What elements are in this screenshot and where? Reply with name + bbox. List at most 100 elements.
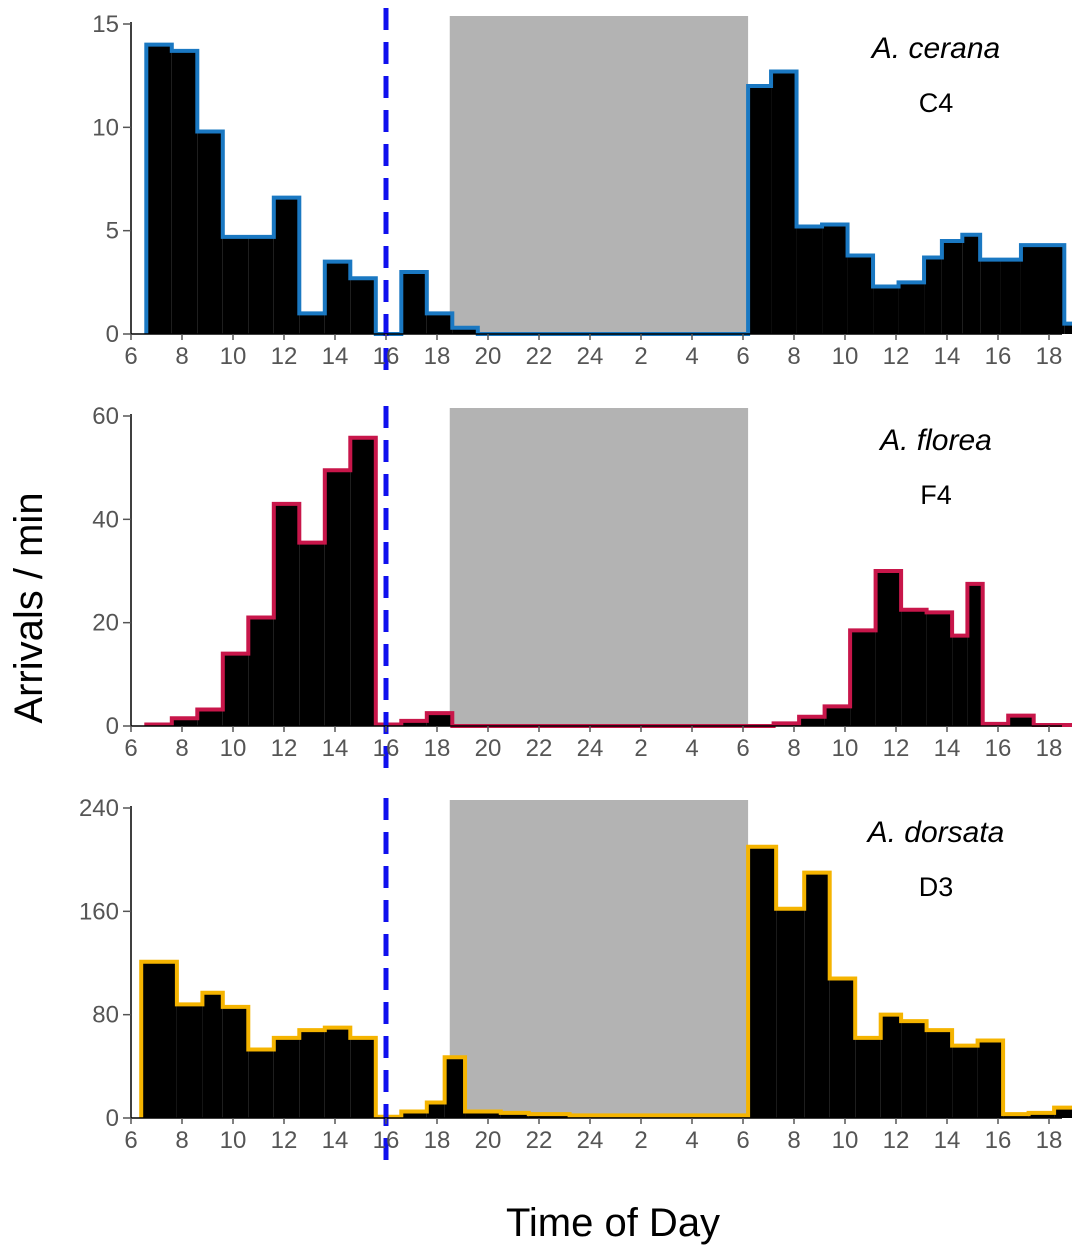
- y-tick-label: 0: [106, 713, 119, 740]
- x-tick-label: 24: [577, 343, 604, 370]
- x-axis-title: Time of Day: [506, 1201, 720, 1245]
- histogram-bar: [1000, 259, 1021, 334]
- histogram-bar: [799, 716, 825, 726]
- histogram-bar: [926, 1030, 953, 1118]
- histogram-bar: [875, 571, 902, 726]
- x-tick-label: 12: [271, 735, 298, 762]
- x-tick-label: 8: [787, 735, 800, 762]
- x-tick-label: 2: [634, 1127, 647, 1154]
- x-tick-label: 16: [985, 735, 1012, 762]
- x-tick-label: 12: [883, 1127, 910, 1154]
- x-tick-label: 22: [526, 735, 553, 762]
- histogram-bar: [197, 709, 223, 726]
- x-tick-label: 18: [1036, 343, 1063, 370]
- histogram-bar: [824, 706, 851, 726]
- histogram-bar: [901, 1021, 927, 1118]
- x-tick-label: 6: [124, 343, 137, 370]
- histogram-bar: [324, 470, 351, 726]
- x-tick-label: 10: [220, 1127, 247, 1154]
- y-tick-label: 20: [92, 610, 119, 637]
- x-tick-label: 22: [526, 343, 553, 370]
- x-tick-label: 14: [322, 1127, 349, 1154]
- histogram-bar: [248, 236, 274, 334]
- histogram-bar: [171, 50, 198, 334]
- x-tick-label: 16: [373, 343, 400, 370]
- x-tick-label: 2: [634, 343, 647, 370]
- histogram-bar: [350, 1037, 376, 1118]
- histogram-bar: [829, 978, 856, 1118]
- histogram-bar: [796, 226, 823, 334]
- colony-label: D3: [919, 872, 954, 902]
- x-tick-label: 4: [685, 735, 698, 762]
- x-tick-label: 10: [220, 735, 247, 762]
- x-tick-label: 18: [424, 1127, 451, 1154]
- histogram-bar: [426, 313, 453, 334]
- night-shade: [449, 16, 749, 334]
- x-tick-label: 14: [322, 735, 349, 762]
- x-tick-label: 8: [175, 1127, 188, 1154]
- x-tick-label: 10: [832, 343, 859, 370]
- histogram-bar: [1020, 245, 1065, 334]
- histogram-bar: [1028, 1112, 1055, 1118]
- histogram-bar: [980, 259, 1001, 334]
- x-tick-label: 20: [475, 735, 502, 762]
- x-tick-label: 4: [685, 343, 698, 370]
- colony-label: C4: [919, 88, 954, 118]
- histogram-bar: [855, 1037, 881, 1118]
- x-tick-label: 12: [271, 1127, 298, 1154]
- x-tick-label: 6: [736, 1127, 749, 1154]
- histogram-bar: [941, 241, 963, 334]
- series-outline: [139, 844, 1072, 1119]
- y-tick-label: 15: [92, 11, 119, 38]
- histogram-bar: [465, 1111, 501, 1118]
- y-tick-label: 60: [92, 403, 119, 430]
- histogram-bar: [426, 1102, 445, 1118]
- histogram-bar: [901, 609, 927, 726]
- histogram-bar: [850, 630, 876, 726]
- histogram-bar: [967, 583, 983, 726]
- x-tick-label: 10: [832, 1127, 859, 1154]
- species-label: A. cerana: [870, 32, 1000, 65]
- histogram-bar: [324, 261, 351, 334]
- x-tick-label: 18: [1036, 735, 1063, 762]
- x-tick-label: 14: [934, 343, 961, 370]
- histogram-bar: [804, 872, 830, 1118]
- series-outline: [144, 42, 1072, 336]
- histogram-bar: [202, 992, 223, 1118]
- x-tick-label: 18: [424, 343, 451, 370]
- x-tick-label: 12: [883, 343, 910, 370]
- histogram-bar: [880, 1014, 902, 1118]
- histogram-bar: [401, 1111, 427, 1118]
- x-tick-label: 20: [475, 343, 502, 370]
- night-shade: [449, 800, 749, 1118]
- y-tick-label: 240: [79, 795, 119, 822]
- histogram-bar: [1064, 323, 1072, 334]
- histogram-bar: [1008, 715, 1034, 726]
- histogram-bar: [452, 327, 478, 334]
- y-tick-label: 10: [92, 114, 119, 141]
- x-tick-label: 8: [787, 343, 800, 370]
- species-label: A. florea: [878, 424, 992, 457]
- histogram-bar: [350, 437, 376, 726]
- histogram-bar: [926, 612, 953, 726]
- x-tick-label: 4: [685, 1127, 698, 1154]
- histogram-bar: [222, 236, 249, 334]
- x-tick-label: 8: [175, 343, 188, 370]
- x-tick-label: 16: [985, 1127, 1012, 1154]
- x-tick-label: 12: [271, 343, 298, 370]
- histogram-bar: [426, 713, 453, 726]
- histogram-bar: [748, 846, 777, 1118]
- histogram-bar: [273, 503, 300, 726]
- species-label: A. dorsata: [866, 816, 1005, 849]
- histogram-bar: [222, 1006, 249, 1118]
- x-tick-label: 8: [175, 735, 188, 762]
- y-tick-label: 5: [106, 218, 119, 245]
- histogram-bar: [898, 282, 925, 334]
- histogram-bar: [500, 1112, 529, 1118]
- histogram-bar: [847, 255, 874, 334]
- x-tick-label: 20: [475, 1127, 502, 1154]
- histogram-bar: [444, 1057, 466, 1118]
- x-tick-label: 24: [577, 735, 604, 762]
- x-tick-label: 10: [220, 343, 247, 370]
